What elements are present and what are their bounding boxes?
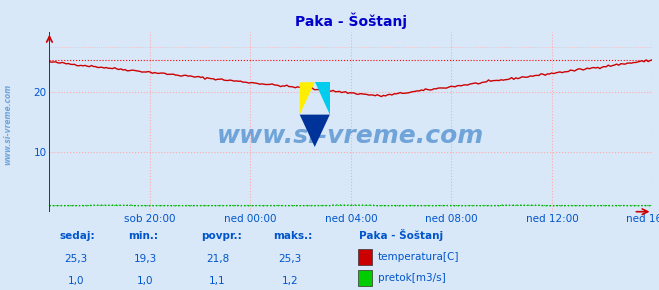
Text: 1,0: 1,0 [67,276,84,286]
Text: www.si-vreme.com: www.si-vreme.com [3,84,13,165]
Text: min.:: min.: [129,231,159,241]
Text: povpr.:: povpr.: [201,231,242,241]
Text: maks.:: maks.: [273,231,313,241]
Polygon shape [300,82,315,115]
Text: 21,8: 21,8 [206,254,229,264]
Text: Paka - Šoštanj: Paka - Šoštanj [359,229,444,241]
Text: 1,0: 1,0 [136,276,154,286]
Text: 19,3: 19,3 [133,254,157,264]
Text: pretok[m3/s]: pretok[m3/s] [378,273,445,283]
Text: 1,1: 1,1 [209,276,226,286]
Polygon shape [300,115,330,147]
Title: Paka - Šoštanj: Paka - Šoštanj [295,13,407,29]
Text: sedaj:: sedaj: [59,231,95,241]
Text: 25,3: 25,3 [278,254,302,264]
Text: 1,2: 1,2 [281,276,299,286]
Text: temperatura[C]: temperatura[C] [378,252,459,262]
Text: www.si-vreme.com: www.si-vreme.com [217,124,484,148]
Text: 25,3: 25,3 [64,254,88,264]
Polygon shape [315,82,330,115]
